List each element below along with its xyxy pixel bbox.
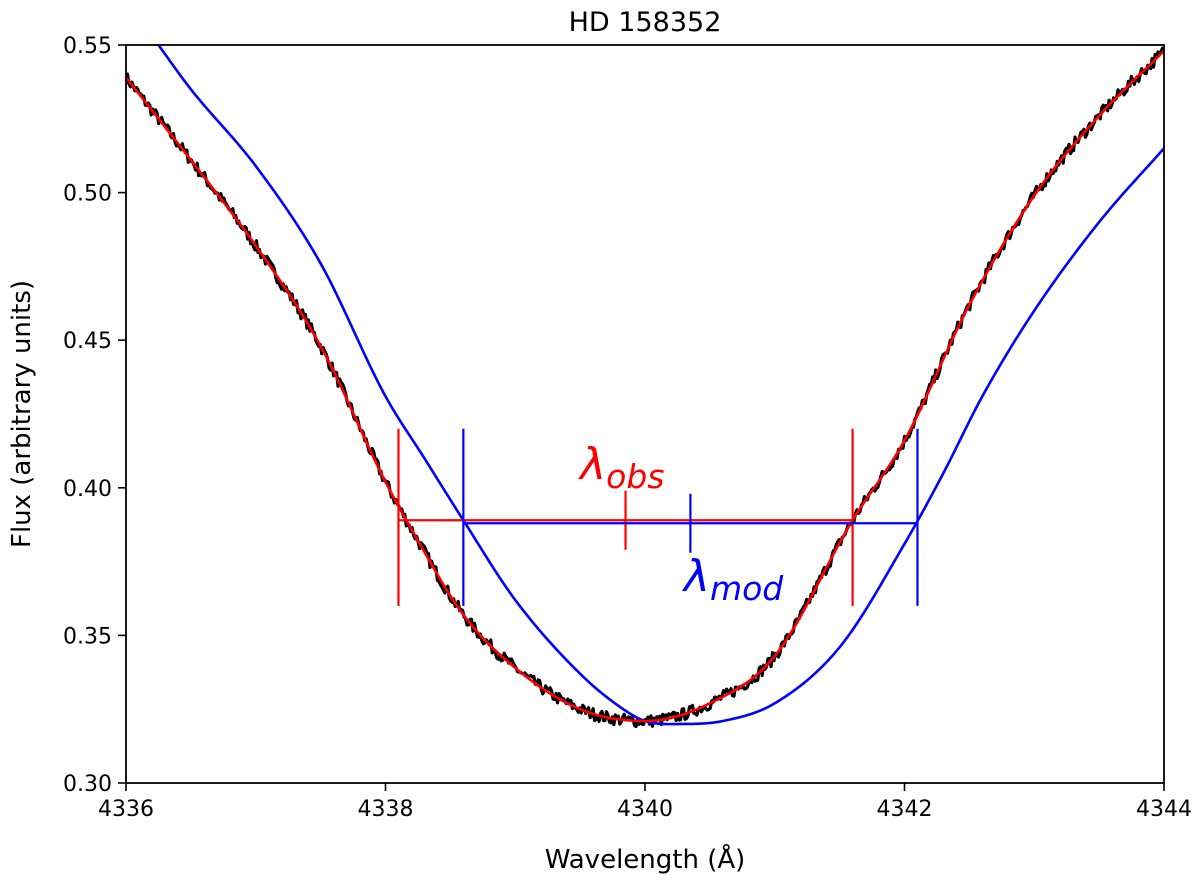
lambda-mod-symbol: λ <box>682 551 710 602</box>
x-tick-label: 4344 <box>1136 797 1192 822</box>
plot-area <box>125 44 1165 784</box>
lambda-obs-label: λobs <box>578 439 664 496</box>
chart-title: HD 158352 <box>569 7 722 38</box>
x-tick-label: 4342 <box>877 797 933 822</box>
model-line <box>157 45 1164 726</box>
y-tick-label: 0.35 <box>63 624 112 649</box>
y-axis-ticks: 0.30 0.35 0.40 0.45 0.50 0.55 <box>63 34 126 797</box>
bisector-layer <box>397 428 919 606</box>
lambda-obs-symbol: λ <box>578 439 606 490</box>
series-layer <box>126 45 1164 729</box>
y-axis-title: Flux (arbitrary units) <box>7 280 37 548</box>
y-tick-label: 0.55 <box>63 34 112 59</box>
y-tick-label: 0.45 <box>63 329 112 354</box>
x-tick-label: 4336 <box>98 797 154 822</box>
y-tick-label: 0.30 <box>63 772 112 797</box>
fit-line <box>126 49 1164 723</box>
y-tick-label: 0.50 <box>63 182 112 207</box>
axes-frame <box>125 44 1165 784</box>
x-axis-title: Wavelength (Å) <box>545 843 746 875</box>
x-tick-label: 4340 <box>617 797 673 822</box>
lambda-mod-label: λmod <box>682 551 784 608</box>
x-axis-ticks: 4336 4338 4340 4342 4344 <box>98 783 1192 822</box>
lambda-obs-subscript: obs <box>606 457 664 496</box>
x-tick-label: 4338 <box>358 797 414 822</box>
lambda-mod-subscript: mod <box>710 569 784 608</box>
y-tick-label: 0.40 <box>63 477 112 502</box>
observed-spectrum-line <box>126 46 1164 729</box>
